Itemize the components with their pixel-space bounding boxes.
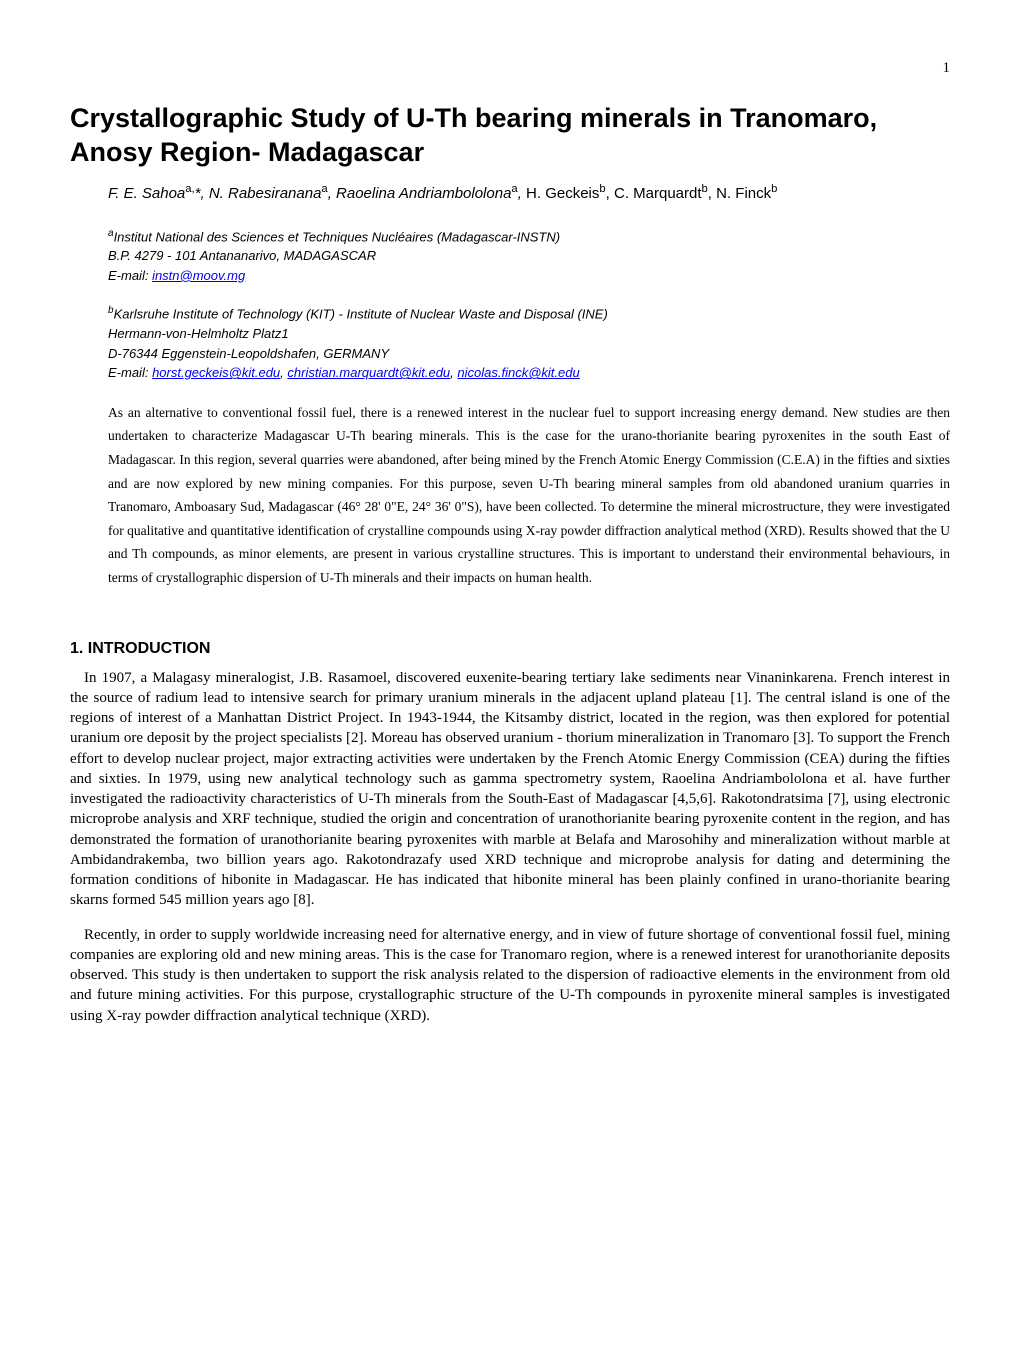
email-label: E-mail: [108, 268, 152, 283]
email-label: E-mail: [108, 365, 152, 380]
body-paragraph: In 1907, a Malagasy mineralogist, J.B. R… [70, 668, 950, 911]
body-paragraph: Recently, in order to supply worldwide i… [70, 925, 950, 1026]
email-link[interactable]: christian.marquardt@kit.edu [287, 365, 450, 380]
affiliation-line: D-76344 Eggenstein-Leopoldshafen, GERMAN… [108, 346, 389, 361]
author-name: F. E. Sahoa [108, 185, 185, 202]
email-link[interactable]: horst.geckeis@kit.edu [152, 365, 280, 380]
email-link[interactable]: nicolas.finck@kit.edu [457, 365, 579, 380]
author-sep: , [518, 185, 526, 202]
author-name: , C. Marquardt [606, 185, 702, 202]
author-name: , Raoelina Andriambololona [328, 185, 512, 202]
author-name: , N. Finck [708, 185, 771, 202]
affiliation-line: Karlsruhe Institute of Technology (KIT) … [114, 307, 608, 322]
author-affil-sup: a, [185, 183, 194, 195]
section-heading-introduction: 1. INTRODUCTION [70, 640, 950, 658]
affiliation-line: B.P. 4279 - 101 Antananarivo, MADAGASCAR [108, 248, 376, 263]
affiliation-line: Institut National des Sciences et Techni… [114, 229, 561, 244]
email-link[interactable]: instn@moov.mg [152, 268, 245, 283]
author-name: *, N. Rabesiranana [195, 185, 322, 202]
author-name: H. Geckeis [526, 185, 599, 202]
affiliation-a: aInstitut National des Sciences et Techn… [70, 226, 950, 286]
abstract-text: As an alternative to conventional fossil… [70, 401, 950, 590]
page-number: 1 [70, 60, 950, 77]
authors-list: F. E. Sahoaa,*, N. Rabesirananaa, Raoeli… [70, 182, 950, 204]
paper-title: Crystallographic Study of U-Th bearing m… [70, 102, 950, 170]
affiliation-b: bKarlsruhe Institute of Technology (KIT)… [70, 303, 950, 382]
affiliation-line: Hermann-von-Helmholtz Platz1 [108, 326, 289, 341]
author-affil-sup: b [771, 183, 777, 195]
